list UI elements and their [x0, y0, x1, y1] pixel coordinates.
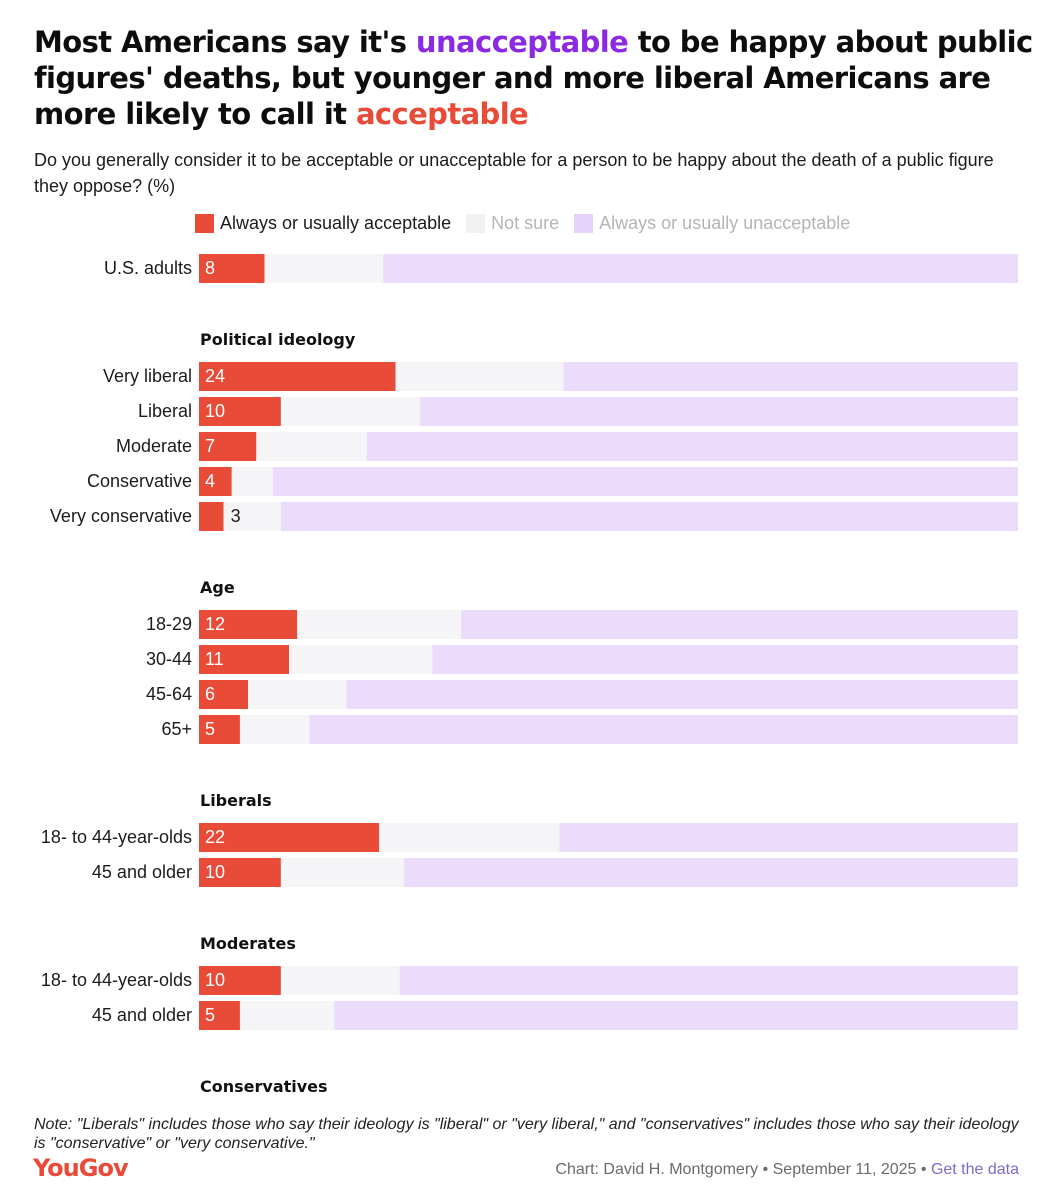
data-label-age-18-29: 12	[205, 614, 225, 634]
bar-segment-political-ideology-liberal-not-sure	[280, 397, 421, 426]
group-header-political-ideology: Political ideology	[200, 330, 356, 349]
bar-segment-liberals-45-and-older-always-or-usually-unacceptable	[403, 858, 1018, 887]
data-label-age-30-44: 11	[205, 649, 224, 669]
bar-segment-political-ideology-liberal-always-or-usually-acceptable	[199, 397, 281, 426]
legend-label-unacceptable: Always or usually unacceptable	[599, 213, 851, 233]
row-label-political-ideology-very-conservative: Very conservative	[50, 506, 192, 526]
credit-text: Chart: David H. Montgomery • September 1…	[555, 1161, 931, 1178]
bar-segment-moderates-45-and-older-always-or-usually-acceptable	[199, 1001, 240, 1030]
bar-segment-political-ideology-very-conservative-always-or-usually-acceptable	[199, 502, 224, 531]
legend-item-not-sure: Not sure	[466, 213, 559, 234]
bar-segment-age-45-64-always-or-usually-unacceptable	[346, 680, 1018, 709]
title-part-2: to be happy about public figures' deaths…	[34, 25, 1033, 131]
bar-segment-liberals-45-and-older-not-sure	[280, 858, 404, 887]
bar-segment-overall-u-s-adults-not-sure	[264, 254, 384, 283]
bar-segment-age-30-44-not-sure	[289, 645, 433, 674]
chart-title: Most Americans say it's unacceptable to …	[34, 24, 1034, 132]
bar-segment-age-65-always-or-usually-acceptable	[199, 715, 240, 744]
row-label-age-30-44: 30-44	[146, 649, 192, 669]
bar-segment-liberals-18-to-44-year-olds-always-or-usually-unacceptable	[559, 823, 1018, 852]
bar-segment-political-ideology-moderate-always-or-usually-unacceptable	[366, 432, 1018, 461]
data-label-moderates-18-to-44-year-olds: 10	[205, 970, 225, 990]
row-label-political-ideology-liberal: Liberal	[138, 401, 192, 421]
chart-credit: Chart: David H. Montgomery • September 1…	[555, 1161, 1019, 1179]
bar-segment-liberals-18-to-44-year-olds-always-or-usually-acceptable	[199, 823, 380, 852]
bar-segment-age-18-29-always-or-usually-unacceptable	[461, 610, 1019, 639]
bar-segment-political-ideology-very-conservative-not-sure	[223, 502, 281, 531]
data-label-moderates-45-and-older: 5	[205, 1005, 215, 1025]
bar-segment-political-ideology-moderate-not-sure	[256, 432, 367, 461]
legend-item-unacceptable: Always or usually unacceptable	[574, 213, 850, 234]
bar-segment-political-ideology-very-conservative-always-or-usually-unacceptable	[280, 502, 1018, 531]
bar-segment-liberals-45-and-older-always-or-usually-acceptable	[199, 858, 281, 887]
row-label-moderates-18-to-44-year-olds: 18- to 44-year-olds	[41, 970, 192, 990]
legend-swatch-not-sure	[466, 214, 486, 233]
bar-segment-liberals-18-to-44-year-olds-not-sure	[379, 823, 560, 852]
bar-segment-age-30-44-always-or-usually-unacceptable	[432, 645, 1018, 674]
bar-segment-age-18-29-always-or-usually-acceptable	[199, 610, 298, 639]
bar-segment-age-65-not-sure	[239, 715, 310, 744]
title-highlight-unacceptable: unacceptable	[415, 25, 629, 59]
chart-legend: Always or usually acceptable Not sure Al…	[195, 213, 865, 234]
bar-segment-moderates-45-and-older-always-or-usually-unacceptable	[334, 1001, 1018, 1030]
group-header-moderates: Moderates	[200, 934, 296, 953]
data-label-political-ideology-very-liberal: 24	[205, 366, 225, 386]
row-label-overall-u-s-adults: U.S. adults	[104, 258, 192, 278]
row-label-liberals-45-and-older: 45 and older	[92, 862, 192, 882]
legend-label-acceptable: Always or usually acceptable	[220, 213, 452, 233]
bar-segment-moderates-45-and-older-not-sure	[239, 1001, 335, 1030]
legend-swatch-unacceptable	[574, 214, 594, 233]
data-label-age-65: 5	[205, 719, 215, 739]
chart-subtitle: Do you generally consider it to be accep…	[34, 150, 994, 196]
bar-segment-political-ideology-moderate-always-or-usually-acceptable	[199, 432, 257, 461]
bar-segment-political-ideology-conservative-always-or-usually-unacceptable	[272, 467, 1019, 496]
bar-segment-overall-u-s-adults-always-or-usually-acceptable	[199, 254, 265, 283]
stacked-bar-chart: U.S. adults 8 Political ideology Very liber…	[41, 254, 1019, 1096]
bar-segment-political-ideology-very-liberal-not-sure	[395, 362, 564, 391]
bar-segment-age-65-always-or-usually-unacceptable	[309, 715, 1018, 744]
bar-segment-age-45-64-always-or-usually-acceptable	[199, 680, 249, 709]
data-label-political-ideology-conservative: 4	[205, 471, 215, 491]
data-label-political-ideology-liberal: 10	[205, 401, 225, 421]
data-label-liberals-18-to-44-year-olds: 22	[205, 827, 225, 847]
legend-swatch-acceptable	[195, 214, 214, 233]
legend-item-acceptable: Always or usually acceptable	[195, 213, 451, 234]
bar-segment-moderates-18-to-44-year-olds-always-or-usually-unacceptable	[399, 966, 1018, 995]
bar-segment-age-18-29-not-sure	[297, 610, 462, 639]
legend-label-not-sure: Not sure	[491, 213, 560, 233]
bar-segment-age-30-44-always-or-usually-acceptable	[199, 645, 290, 674]
group-header-liberals: Liberals	[200, 791, 272, 810]
bar-segment-moderates-18-to-44-year-olds-not-sure	[280, 966, 400, 995]
bar-segment-political-ideology-liberal-always-or-usually-unacceptable	[420, 397, 1018, 426]
data-label-political-ideology-very-conservative: 3	[231, 506, 241, 526]
bar-segment-age-45-64-not-sure	[248, 680, 347, 709]
row-label-age-45-64: 45-64	[146, 684, 192, 704]
bar-segment-moderates-18-to-44-year-olds-always-or-usually-acceptable	[199, 966, 281, 995]
row-label-age-18-29: 18-29	[146, 614, 192, 634]
chart-note: Note: "Liberals" includes those who say …	[34, 1116, 1019, 1152]
bar-segment-political-ideology-conservative-not-sure	[231, 467, 273, 496]
data-label-overall-u-s-adults: 8	[205, 258, 215, 278]
row-label-liberals-18-to-44-year-olds: 18- to 44-year-olds	[41, 827, 192, 847]
bar-segment-political-ideology-very-liberal-always-or-usually-acceptable	[199, 362, 396, 391]
bar-segment-political-ideology-very-liberal-always-or-usually-unacceptable	[563, 362, 1018, 391]
bar-segment-overall-u-s-adults-always-or-usually-unacceptable	[383, 254, 1018, 283]
group-header-conservatives: Conservatives	[200, 1077, 328, 1096]
row-label-age-65: 65+	[161, 719, 192, 739]
row-label-political-ideology-conservative: Conservative	[87, 471, 192, 491]
group-header-age: Age	[200, 578, 235, 597]
bar-segment-political-ideology-conservative-always-or-usually-acceptable	[199, 467, 232, 496]
data-label-liberals-45-and-older: 10	[205, 862, 225, 882]
row-label-political-ideology-very-liberal: Very liberal	[103, 366, 192, 386]
yougov-logo: YouGov	[33, 1154, 129, 1182]
title-highlight-acceptable: acceptable	[355, 97, 529, 131]
title-part-1: Most Americans say it's	[34, 25, 416, 59]
row-label-political-ideology-moderate: Moderate	[116, 436, 192, 456]
data-label-political-ideology-moderate: 7	[205, 436, 215, 456]
row-label-moderates-45-and-older: 45 and older	[92, 1005, 192, 1025]
data-label-age-45-64: 6	[205, 684, 215, 704]
get-the-data-link[interactable]: Get the data	[930, 1161, 1019, 1178]
